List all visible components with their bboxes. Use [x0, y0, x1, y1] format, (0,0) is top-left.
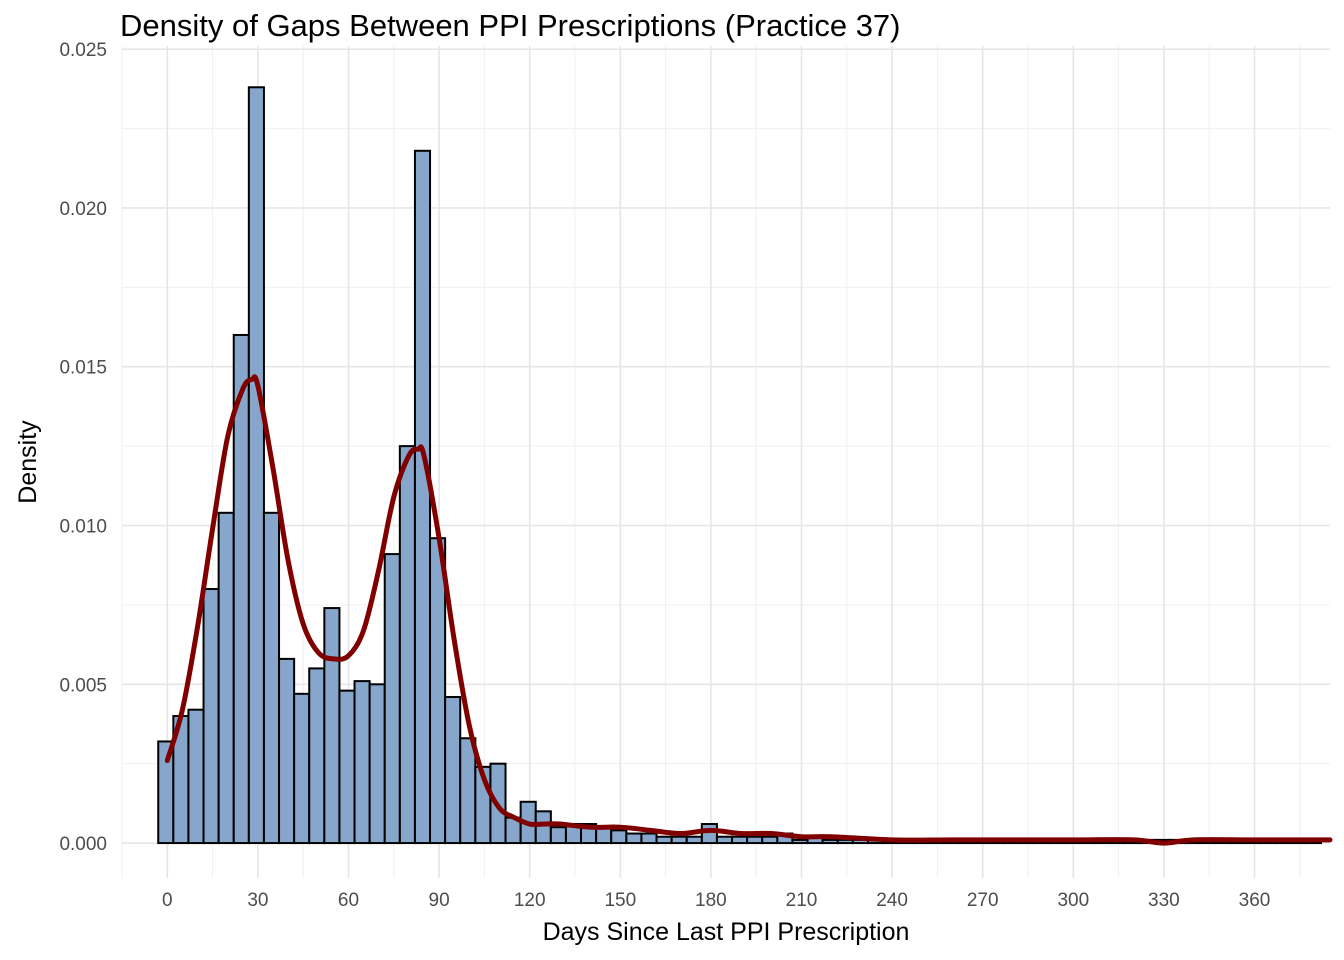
histogram-bar	[429, 537, 447, 845]
histogram-bars	[157, 86, 1322, 845]
histogram-bar	[534, 810, 552, 845]
histogram-bar	[459, 737, 477, 845]
histogram-bar	[398, 445, 416, 845]
x-tick-label: 120	[514, 890, 546, 911]
x-tick-label: 60	[338, 890, 359, 911]
histogram-bar	[293, 692, 311, 845]
histogram-bar	[323, 607, 341, 845]
histogram-bar	[187, 708, 205, 845]
histogram-bar	[278, 657, 296, 845]
x-tick-label: 360	[1239, 890, 1271, 911]
histogram-bar	[413, 149, 432, 845]
histogram-bar	[670, 835, 688, 845]
histogram-bar	[700, 823, 718, 845]
histogram-bar	[217, 511, 235, 845]
x-tick-label: 30	[247, 890, 268, 911]
histogram-bar	[383, 553, 401, 845]
y-tick-label: 0.010	[59, 517, 107, 538]
histogram-bar	[821, 838, 839, 845]
minor-gridlines	[121, 46, 1330, 878]
chart-title: Density of Gaps Between PPI Prescription…	[120, 8, 901, 43]
histogram-bar	[746, 835, 764, 845]
histogram-bar	[761, 835, 779, 845]
histogram-bar	[353, 680, 371, 845]
y-tick-label: 0.005	[59, 675, 107, 696]
x-tick-label: 0	[162, 890, 173, 911]
histogram-bar	[685, 835, 703, 845]
y-tick-labels: 0.000 0.005 0.010 0.015 0.020 0.025	[59, 40, 107, 855]
histogram-bar	[444, 695, 462, 845]
y-axis-label: Density	[14, 420, 42, 504]
histogram-bar	[338, 689, 356, 845]
histogram-bar	[247, 86, 265, 845]
x-tick-label: 150	[604, 890, 636, 911]
density-curve-layer	[164, 374, 1333, 846]
histogram-bar	[610, 829, 628, 845]
y-tick-label: 0.015	[59, 358, 107, 379]
histogram-bar	[836, 838, 854, 845]
x-tick-label: 270	[967, 890, 999, 911]
histogram-bar	[202, 588, 220, 845]
x-tick-label: 330	[1148, 890, 1180, 911]
density-curve	[164, 374, 1333, 846]
histogram-bar	[791, 838, 809, 845]
histogram-bar	[715, 835, 734, 845]
x-tick-label: 90	[429, 890, 450, 911]
major-gridlines	[122, 46, 1330, 878]
histogram-bar	[640, 832, 658, 845]
y-tick-label: 0.025	[59, 40, 107, 61]
x-tick-labels: 0 30 60 90 120 150 180 210 240 270 300 330 360	[162, 890, 1270, 911]
x-tick-label: 240	[876, 890, 908, 911]
histogram-bar	[731, 835, 749, 845]
x-tick-label: 300	[1057, 890, 1089, 911]
histogram-bar	[549, 826, 567, 845]
histogram-bar	[655, 835, 673, 845]
x-tick-label: 210	[786, 890, 818, 911]
y-tick-label: 0.000	[59, 834, 107, 855]
histogram-bar	[368, 683, 386, 845]
histogram-bar	[308, 667, 326, 845]
y-tick-label: 0.020	[59, 199, 107, 220]
x-tick-label: 180	[695, 890, 727, 911]
histogram-bar	[625, 832, 643, 845]
histogram-bar	[262, 511, 281, 845]
x-axis-label: Days Since Last PPI Prescription	[543, 918, 910, 946]
